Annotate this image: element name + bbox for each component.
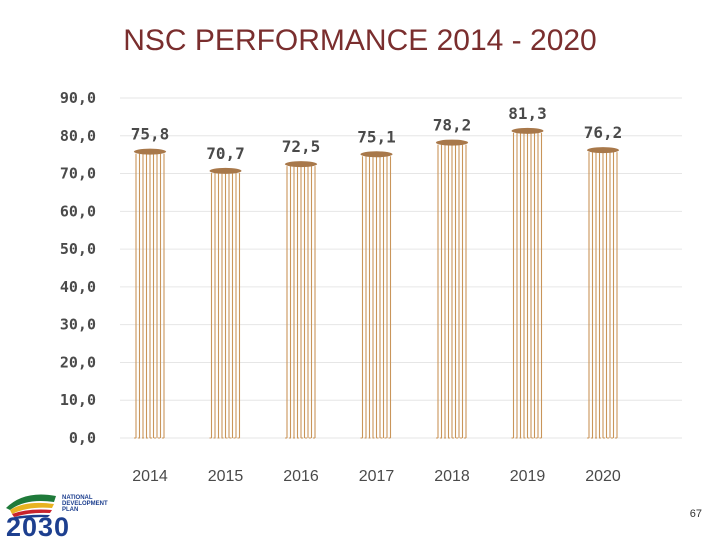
bar-cap: [587, 147, 619, 154]
data-labels: 75,8 70,7 72,5 75,1 78,2 81,3 76,2: [131, 104, 623, 163]
data-label: 75,1: [357, 127, 396, 146]
y-tick-label: 40,0: [60, 278, 96, 296]
y-tick-label: 70,0: [60, 165, 96, 183]
x-tick-label: 2018: [434, 468, 470, 485]
gridlines: [120, 97, 682, 439]
bar: [587, 147, 619, 439]
data-label: 78,2: [433, 116, 472, 135]
x-tick-label: 2017: [359, 468, 395, 485]
x-tick-label: 2020: [585, 468, 621, 485]
x-tick-label: 2014: [132, 468, 168, 485]
bar-cap: [436, 139, 468, 146]
x-tick-label: 2019: [510, 468, 546, 485]
logo-line-3: PLAN: [62, 507, 78, 513]
y-tick-label: 90,0: [60, 89, 96, 107]
logo-line-1: NATIONAL: [62, 495, 93, 501]
bar-cap: [360, 151, 393, 158]
bar-cap: [134, 148, 166, 155]
x-tick-label: 2016: [283, 468, 319, 485]
y-tick-label: 30,0: [60, 316, 96, 334]
bar-cap: [511, 127, 544, 134]
y-tick-label: 50,0: [60, 240, 96, 258]
y-tick-label: 60,0: [60, 202, 96, 220]
bar: [511, 127, 544, 439]
bar-cap: [285, 161, 317, 168]
data-label: 81,3: [508, 104, 547, 123]
y-tick-label: 10,0: [60, 391, 96, 409]
data-label: 72,5: [282, 137, 321, 156]
bar: [209, 167, 242, 439]
y-axis-ticks: 0,0 10,0 20,0 30,0 40,0 50,0 60,0 70,0 80,0 90,0: [60, 89, 96, 447]
chart-title: NSC PERFORMANCE 2014 - 2020: [123, 24, 597, 57]
ndp-2030-logo: NATIONAL DEVELOPMENT PLAN 2030: [6, 494, 108, 538]
data-label: 76,2: [584, 123, 623, 142]
bar-cap: [209, 167, 242, 174]
bar: [360, 151, 393, 439]
data-label: 70,7: [206, 144, 245, 163]
bar: [285, 161, 317, 439]
bar: [134, 148, 166, 439]
x-tick-label: 2015: [208, 468, 244, 485]
page-number: 67: [689, 508, 702, 520]
y-tick-label: 20,0: [60, 353, 96, 371]
logo-year: 2030: [6, 512, 70, 538]
bar: [436, 139, 468, 439]
logo-line-2: DEVELOPMENT: [62, 501, 108, 507]
x-axis-ticks: 2014 2015 2016 2017 2018 2019 2020: [132, 468, 621, 485]
y-tick-label: 0,0: [69, 429, 96, 447]
bars: [134, 127, 619, 439]
data-label: 75,8: [131, 125, 170, 144]
y-tick-label: 80,0: [60, 127, 96, 145]
